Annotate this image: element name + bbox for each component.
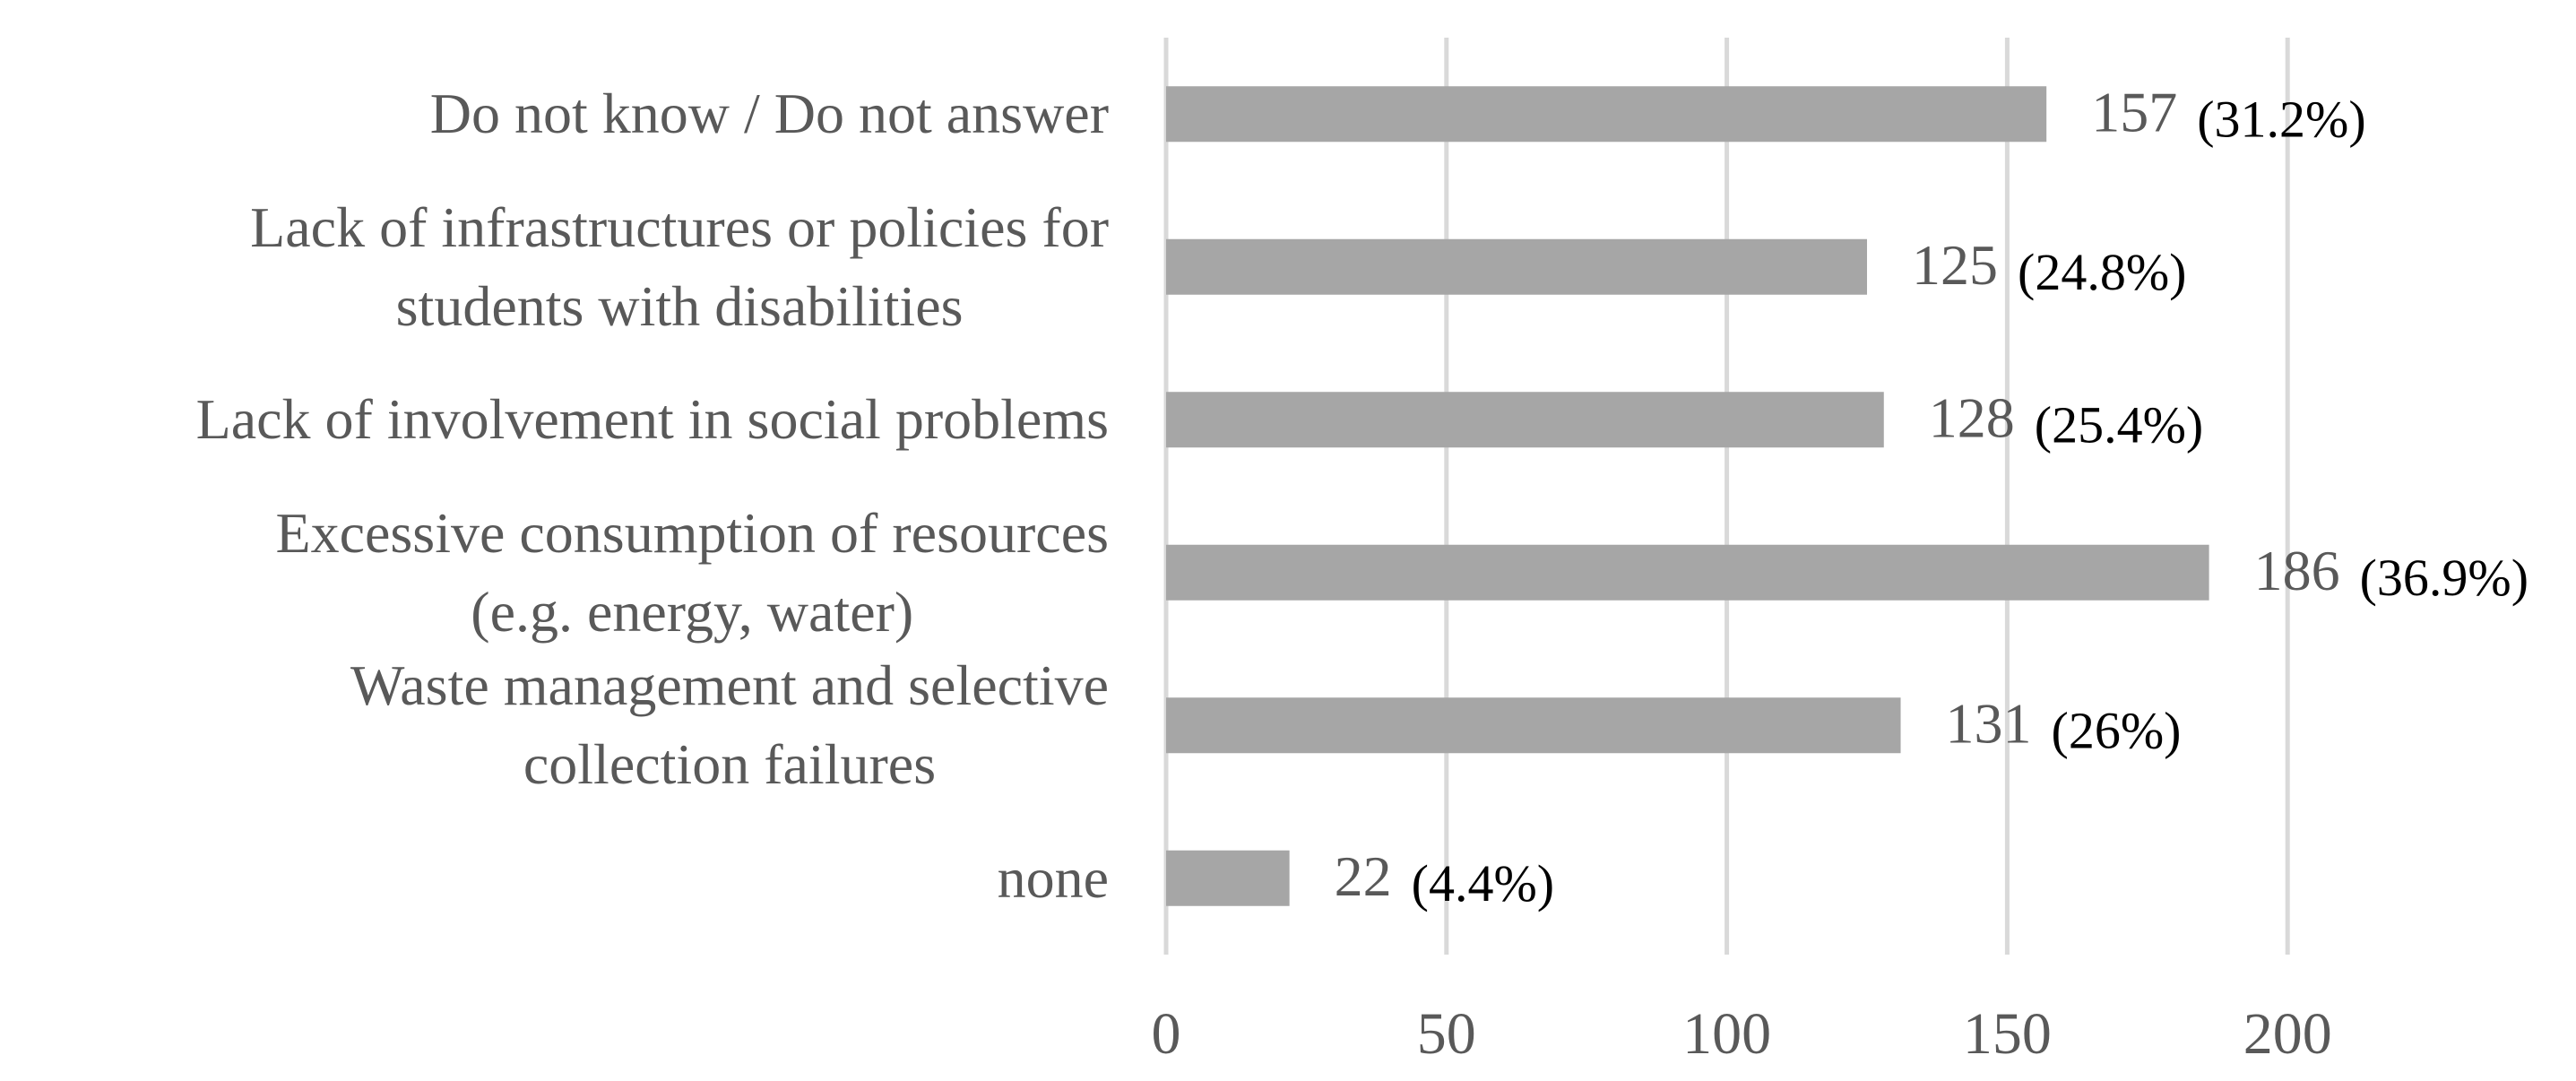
bar xyxy=(1166,392,1884,448)
percent-label: (36.9%) xyxy=(2360,549,2528,607)
x-tick-label: 100 xyxy=(1682,1001,1771,1067)
value-label: 22 (4.4%) xyxy=(1335,843,1554,912)
category-label-box: Lack of infrastructures or policies for … xyxy=(250,191,1109,343)
bar xyxy=(1166,850,1290,906)
category-label-box: Excessive consumption of resources (e.g.… xyxy=(275,497,1109,649)
category-label-box: Waste management and selective collectio… xyxy=(350,649,1109,801)
category-label-box: Lack of involvement in social problems xyxy=(196,343,1109,496)
percent-label: (31.2%) xyxy=(2197,91,2365,149)
percent-label: (25.4%) xyxy=(2035,396,2203,454)
value-number: 157 xyxy=(2091,80,2177,143)
category-label-box: none xyxy=(998,802,1109,955)
x-tick-label: 50 xyxy=(1417,1001,1476,1067)
value-label: 131 (26%) xyxy=(1946,691,2182,760)
y-tick-label: Excessive consumption of resources (e.g.… xyxy=(275,500,1109,644)
y-tick-label: Waste management and selective collectio… xyxy=(350,653,1109,797)
percent-label: (26%) xyxy=(2052,702,2182,760)
value-label: 125 (24.8%) xyxy=(1912,232,2186,301)
y-tick-label: Lack of involvement in social problems xyxy=(195,387,1109,452)
y-tick-label: none xyxy=(997,845,1109,910)
bar xyxy=(1166,697,1901,754)
x-tick-label: 150 xyxy=(1963,1001,2052,1067)
bar xyxy=(1166,544,2209,601)
bar xyxy=(1166,86,2047,143)
x-tick-label: 200 xyxy=(2243,1001,2332,1067)
percent-label: (24.8%) xyxy=(2018,243,2186,301)
y-tick-label: Lack of infrastructures or policies for … xyxy=(250,195,1109,338)
percent-label: (4.4%) xyxy=(1412,854,1554,912)
value-number: 22 xyxy=(1335,843,1392,907)
category-label-box: Do not know / Do not answer xyxy=(430,38,1109,190)
value-number: 186 xyxy=(2254,538,2340,601)
value-label: 157 (31.2%) xyxy=(2091,80,2365,149)
value-number: 125 xyxy=(1912,232,1998,296)
x-tick-label: 0 xyxy=(1152,1001,1181,1067)
y-tick-label: Do not know / Do not answer xyxy=(429,82,1109,146)
bar xyxy=(1166,238,1867,295)
value-label: 128 (25.4%) xyxy=(1929,385,2203,454)
value-number: 131 xyxy=(1946,691,2032,755)
value-number: 128 xyxy=(1929,385,2015,449)
value-label: 186 (36.9%) xyxy=(2254,538,2528,607)
